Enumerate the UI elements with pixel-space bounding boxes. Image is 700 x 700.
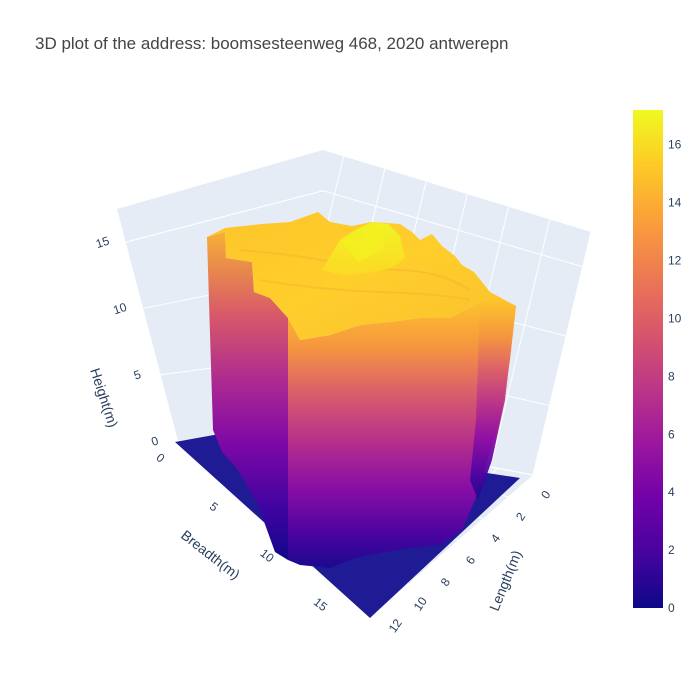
x-tick-label: 4 [488, 531, 503, 545]
building-back-right-face[interactable] [470, 300, 516, 500]
colorbar-tick-label: 4 [668, 485, 675, 499]
z-axis-title: Height(m) [87, 366, 121, 429]
x-tick-label: 8 [438, 575, 453, 589]
z-tick-label: 0 [149, 433, 160, 448]
z-axis-ticks: 0 5 10 15 [94, 234, 160, 449]
roof-peak-facet [340, 222, 388, 262]
y-tick-label: 5 [207, 499, 221, 514]
building-front-face[interactable] [288, 298, 516, 568]
x-tick-label: 0 [538, 488, 553, 502]
z-tick-label: 15 [94, 234, 111, 252]
y-tick-label: 15 [311, 595, 330, 614]
x-tick-label: 12 [386, 616, 405, 635]
chart-title: 3D plot of the address: boomsesteenweg 4… [35, 34, 509, 53]
x-tick-label: 6 [463, 553, 478, 567]
y-axis-title: Breadth(m) [178, 527, 243, 583]
building-roof[interactable] [207, 212, 516, 340]
colorbar-tick-label: 6 [668, 427, 675, 441]
z-tick-label: 5 [132, 367, 143, 382]
colorbar[interactable] [633, 110, 663, 608]
x-tick-label: 10 [411, 594, 430, 613]
building-left-face[interactable] [207, 232, 288, 560]
z-tick-label: 10 [111, 300, 128, 318]
z-gridline [125, 190, 324, 243]
colorbar-tick-label: 10 [668, 311, 682, 325]
x-tick-label: 2 [513, 510, 528, 524]
x-gridline [491, 219, 551, 463]
colorbar-tick-label: 14 [668, 196, 682, 210]
x-gridline [532, 231, 592, 476]
colorbar-tick-label: 8 [668, 369, 675, 383]
colorbar-tick-label: 16 [668, 138, 682, 152]
y-tick-label: 0 [154, 450, 168, 465]
colorbar-tick-label: 2 [668, 543, 675, 557]
colorbar-tick-label: 0 [668, 601, 675, 615]
colorbar-ticks: 0 2 4 6 8 10 12 14 16 [668, 138, 682, 615]
colorbar-tick-label: 12 [668, 254, 682, 268]
z-gridline [322, 190, 583, 268]
x-axis-title: Length(m) [486, 548, 525, 613]
